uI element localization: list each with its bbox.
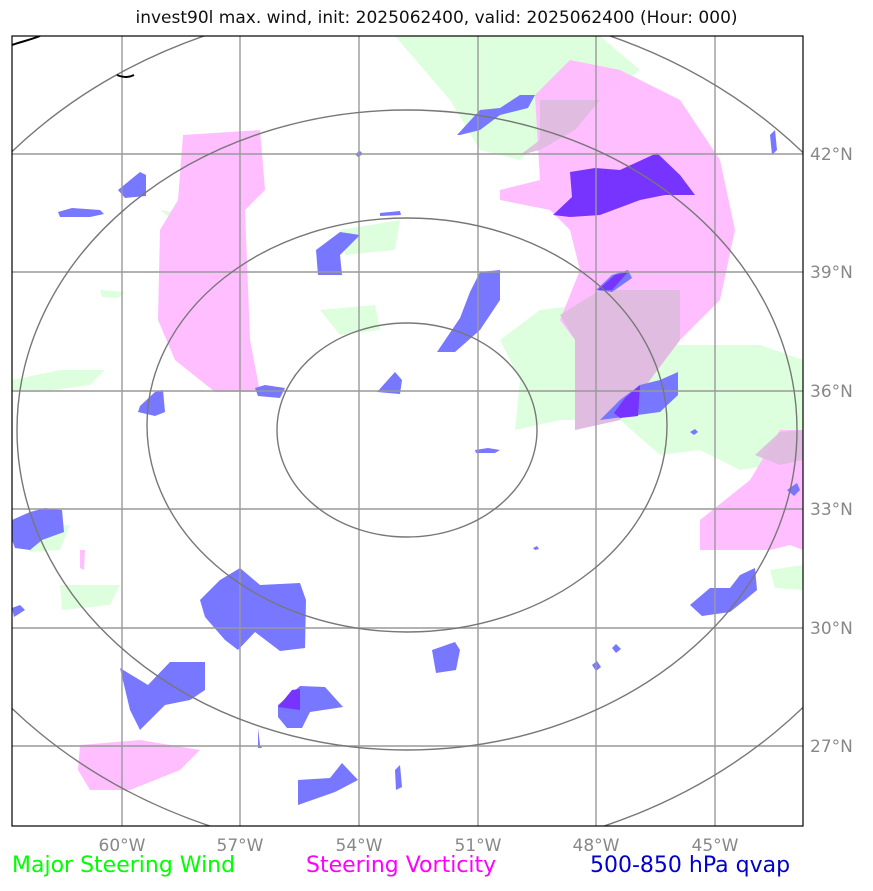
lon-label-54w: 54°W	[336, 836, 383, 856]
range-rings	[12, 36, 803, 826]
legend-steering-vorticity: Steering Vorticity	[306, 853, 497, 878]
lon-label-57w: 57°W	[217, 836, 264, 856]
map-title: invest90l max. wind, init: 2025062400, v…	[135, 8, 738, 28]
graticule	[12, 36, 803, 826]
legend-steering-wind: Major Steering Wind	[12, 853, 236, 878]
lat-tick-labels: 42°N 39°N 36°N 33°N 30°N 27°N	[810, 145, 853, 757]
lon-label-48w: 48°W	[573, 836, 620, 856]
plot-frame	[11, 35, 804, 827]
lat-label-39n: 39°N	[810, 263, 853, 283]
lat-label-42n: 42°N	[810, 145, 853, 165]
lat-label-33n: 33°N	[810, 500, 853, 520]
lat-label-27n: 27°N	[810, 737, 853, 757]
legend-qvap: 500-850 hPa qvap	[590, 853, 791, 878]
lon-tick-labels: 60°W 57°W 54°W 51°W 48°W 45°W	[99, 836, 739, 856]
lat-label-30n: 30°N	[810, 619, 853, 639]
lon-label-51w: 51°W	[455, 836, 502, 856]
coastline	[12, 36, 135, 78]
overlap-layer	[520, 100, 803, 465]
lat-label-36n: 36°N	[810, 382, 853, 402]
lon-label-60w: 60°W	[99, 836, 146, 856]
qvap-strong-layer	[278, 153, 695, 710]
lon-label-45w: 45°W	[692, 836, 739, 856]
